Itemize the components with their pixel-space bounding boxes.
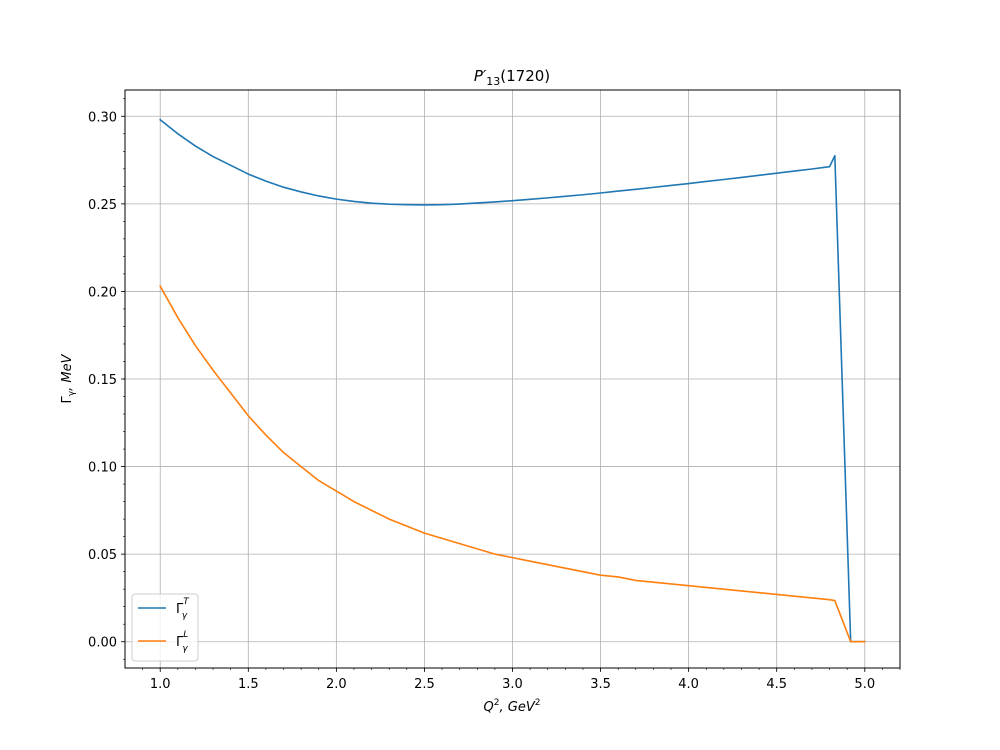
ylabel-main: Γ: [60, 395, 75, 403]
series-line-0: [159, 118, 866, 643]
x-axis-label: Q2, GeV2: [484, 698, 541, 715]
legend-label-transverse: ΓT γ: [176, 597, 190, 621]
title-rest: (1720): [500, 67, 550, 85]
y-tick-label: 0.30: [88, 110, 117, 125]
y-tick-label: 0.25: [88, 198, 117, 213]
legend-box: [131, 593, 199, 662]
y-tick-label: 0.00: [88, 636, 117, 651]
y-tick-label: 0.10: [88, 461, 117, 476]
y-tick-label: 0.15: [88, 373, 117, 388]
y-tick-label: 0.05: [88, 548, 117, 563]
title-main: P′: [474, 67, 487, 85]
series-line-1: [159, 285, 866, 643]
legend: ΓT γ ΓL γ: [131, 593, 199, 662]
x-tick-label: 4.0: [678, 677, 699, 692]
ylabel-rest: , MeV: [60, 353, 75, 390]
chart-title: P′13(1720): [474, 67, 550, 88]
y-axis-label: Γγ, MeV: [60, 353, 77, 403]
x-tick-label: 3.5: [590, 677, 611, 692]
series-layer: [159, 118, 866, 643]
x-tick-label: 2.0: [326, 677, 347, 692]
x-tick-label: 2.5: [414, 677, 435, 692]
xlabel-sup2: 2: [535, 698, 541, 708]
ylabel-sub: γ: [67, 390, 77, 396]
xlabel-main: Q: [484, 700, 494, 715]
x-tick-label: 3.0: [502, 677, 523, 692]
legend-label-longitudinal: ΓL γ: [176, 630, 188, 654]
ticks: 1.0 1.5 2.0 2.5 3.0 3.5 4.0 4.5 5.0 0.00 0.05 0.10 0…: [88, 98, 901, 692]
x-tick-label: 1.0: [150, 677, 171, 692]
x-tick-label: 5.0: [854, 677, 875, 692]
grid: [125, 90, 900, 668]
xlabel-mid: , GeV: [500, 700, 536, 715]
xlabel-sup1: 2: [494, 698, 500, 708]
x-tick-label: 4.5: [766, 677, 787, 692]
x-tick-label: 1.5: [238, 677, 259, 692]
title-sub: 13: [486, 75, 500, 88]
y-tick-label: 0.20: [88, 285, 117, 300]
